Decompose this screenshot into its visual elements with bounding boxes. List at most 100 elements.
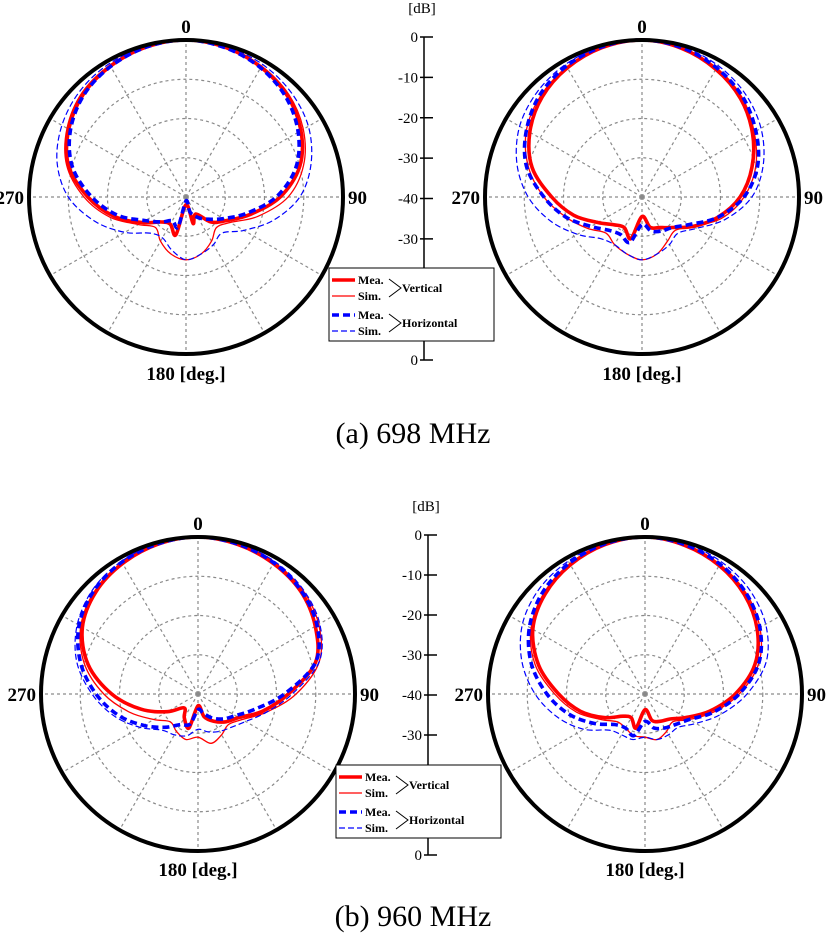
radial-tick-label: 0: [415, 528, 423, 544]
panel-caption: (a) 698 MHz: [336, 417, 491, 450]
grid-spoke: [197, 693, 335, 774]
series-hsim-line: [56, 39, 313, 261]
legend: Mea. Sim. Mea. Sim. Vertical Horizontal: [328, 267, 495, 342]
grid-spoke: [49, 196, 187, 277]
radial-tick-label: -40: [402, 688, 422, 704]
outer-ring: [27, 38, 345, 356]
series-vmea-line: [80, 535, 320, 731]
series-hsim-line: [74, 536, 323, 737]
grid-spoke: [644, 693, 782, 774]
grid-spoke: [49, 117, 187, 198]
radial-unit-label: [dB]: [412, 499, 440, 515]
legend-entry-label: Sim.: [358, 324, 381, 338]
grid-spoke: [61, 614, 199, 695]
series-vsim-line: [79, 536, 323, 744]
grid-spoke: [641, 117, 779, 198]
angle-label-270: 270: [455, 685, 484, 706]
polar-plot-left: 0 90 270 180 [deg.]: [0, 17, 367, 385]
legend-bracket: [388, 313, 402, 333]
radial-tick-label: -40: [398, 192, 418, 208]
grid-spoke: [505, 196, 643, 277]
angle-label-90: 90: [348, 188, 367, 209]
grid-spoke: [197, 557, 278, 695]
legend-entry-label: Mea.: [365, 770, 391, 784]
grid-spoke: [565, 693, 646, 831]
radial-tick-label: -30: [398, 151, 418, 167]
angle-label-90: 90: [360, 685, 379, 706]
grid-circle: [158, 654, 238, 734]
series-vmea-line: [527, 38, 756, 241]
grid-spoke: [106, 196, 187, 334]
legend-entry-label: Sim.: [365, 786, 388, 800]
series-hsim-line: [515, 39, 765, 261]
legend-entry-label: Mea.: [358, 273, 384, 287]
grid-spoke: [641, 196, 779, 277]
grid-spoke: [118, 557, 199, 695]
legend-bracket: [388, 278, 402, 298]
legend-entry-label: Mea.: [365, 805, 391, 819]
series-vmea-line: [530, 535, 760, 730]
grid-circle: [79, 575, 317, 813]
grid-spoke: [562, 196, 643, 334]
outer-ring: [39, 535, 357, 853]
radial-tick-label: -10: [402, 568, 422, 584]
radial-tick-label: -30: [398, 232, 418, 248]
series-hmea-line: [522, 38, 761, 245]
polar-plot-right: 0 90 270 180 [deg.]: [452, 17, 824, 385]
grid-spoke: [508, 693, 646, 774]
legend-group-label: Horizontal: [402, 316, 458, 330]
polar-plot-left: 0 90 270 180 [deg.]: [8, 514, 380, 881]
grid-spoke: [641, 196, 722, 334]
grid-spoke: [106, 60, 187, 198]
outer-ring: [483, 38, 801, 356]
angle-label-0: 0: [637, 17, 647, 38]
legend-group-label: Vertical: [402, 281, 443, 295]
grid-circle: [146, 157, 226, 237]
grid-spoke: [61, 693, 199, 774]
radial-tick-label: 0: [411, 30, 419, 46]
legend-group-label: Horizontal: [409, 813, 465, 827]
legend-group-label: Vertical: [409, 778, 450, 792]
legend-bracket: [395, 775, 409, 795]
grid-circle: [67, 78, 305, 316]
series-vmea-line: [64, 38, 305, 238]
angle-label-90: 90: [804, 188, 823, 209]
angle-label-0: 0: [193, 514, 203, 535]
grid-spoke: [185, 60, 266, 198]
grid-spoke: [644, 693, 725, 831]
series-hmea-line: [526, 535, 764, 738]
radial-unit-label: [dB]: [408, 1, 436, 17]
grid-spoke: [644, 557, 725, 695]
angle-label-180: 180 [deg.]: [146, 364, 225, 385]
legend-box: [328, 267, 495, 342]
legend-box: [335, 764, 502, 839]
grid-spoke: [644, 614, 782, 695]
legend-entry-label: Sim.: [358, 289, 381, 303]
radial-tick-label: -20: [402, 608, 422, 624]
grid-spoke: [505, 117, 643, 198]
radial-tick-label: -30: [402, 728, 422, 744]
angle-label-180: 180 [deg.]: [602, 364, 681, 385]
grid-circle: [602, 157, 682, 237]
grid-spoke: [185, 117, 323, 198]
outer-ring: [486, 535, 804, 853]
angle-label-270: 270: [8, 685, 37, 706]
legend: Mea. Sim. Mea. Sim. Vertical Horizontal: [335, 764, 502, 839]
radial-tick-label: -30: [402, 648, 422, 664]
series-hmea-line: [67, 38, 301, 230]
radial-tick-label: -10: [398, 70, 418, 86]
panel-a: 0 90 270 180 [deg.] 0 90 270 180 [deg.] [dB] 0 -10…: [0, 1, 823, 450]
grid-spoke: [562, 60, 643, 198]
grid-circle: [526, 575, 764, 813]
grid-spoke: [565, 557, 646, 695]
angle-label-0: 0: [640, 514, 650, 535]
grid-spoke: [641, 60, 722, 198]
angle-label-90: 90: [807, 685, 826, 706]
panel-b: 0 90 270 180 [deg.] 0 90 270 180 [deg.] [dB] 0 -10…: [8, 499, 827, 933]
angle-label-180: 180 [deg.]: [605, 860, 684, 881]
grid-spoke: [185, 196, 323, 277]
legend-entry-label: Sim.: [365, 821, 388, 835]
grid-circle: [605, 654, 685, 734]
angle-label-180: 180 [deg.]: [158, 860, 237, 881]
